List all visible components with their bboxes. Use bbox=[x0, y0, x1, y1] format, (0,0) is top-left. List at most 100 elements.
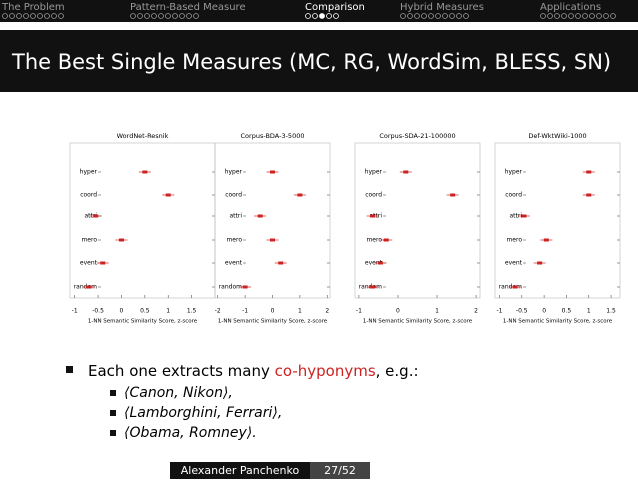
x-axis-label: 1-NN Semantic Similarity Score, z-score bbox=[363, 319, 473, 325]
category-label: hyper bbox=[365, 169, 383, 176]
x-tick-label: 0 bbox=[271, 308, 275, 315]
footer-author-box bbox=[170, 462, 310, 479]
median-box bbox=[118, 238, 124, 242]
panel-title: WordNet-Resnik bbox=[117, 132, 169, 140]
nav-dot bbox=[9, 13, 15, 19]
x-tick-label: 2 bbox=[474, 308, 478, 315]
x-tick-label: -2 bbox=[215, 308, 221, 315]
median-box bbox=[537, 261, 543, 265]
nav-dot bbox=[165, 13, 171, 19]
x-tick-label: 1 bbox=[587, 308, 591, 315]
category-label: mero bbox=[226, 237, 242, 244]
median-box bbox=[512, 285, 518, 289]
nav-dot bbox=[179, 13, 185, 19]
nav-dot bbox=[463, 13, 469, 19]
median-box bbox=[278, 261, 284, 265]
panel-frame bbox=[69, 142, 216, 299]
bullet-text: , e.g.: bbox=[376, 362, 419, 380]
x-tick-label: 0 bbox=[120, 308, 124, 315]
footer-page: 27/52 bbox=[324, 464, 356, 477]
median-box bbox=[370, 285, 376, 289]
category-label: coord bbox=[80, 192, 97, 199]
median-box bbox=[257, 214, 263, 218]
category-label: mero bbox=[81, 237, 97, 244]
nav-dot bbox=[435, 13, 441, 19]
nav-section: Comparison bbox=[305, 2, 365, 13]
panel-title: Corpus-BDA-3-5000 bbox=[241, 132, 305, 140]
median-box bbox=[370, 214, 376, 218]
example: ⟨Lamborghini, Ferrari⟩, bbox=[124, 405, 282, 421]
category-label: event bbox=[505, 260, 523, 267]
category-label: random bbox=[219, 284, 242, 291]
nav-dot bbox=[589, 13, 595, 19]
median-box bbox=[403, 170, 409, 174]
median-box bbox=[100, 261, 106, 265]
nav-dot bbox=[151, 13, 157, 19]
category-label: hyper bbox=[80, 169, 98, 176]
nav-dot bbox=[193, 13, 199, 19]
x-tick-label: 1.5 bbox=[187, 308, 197, 315]
x-tick-label: 2 bbox=[325, 308, 329, 315]
category-label: event bbox=[225, 260, 243, 267]
sub-bullet-marker bbox=[110, 390, 116, 396]
nav-dot bbox=[58, 13, 64, 19]
title-bar bbox=[0, 30, 638, 92]
x-tick-label: -1 bbox=[72, 308, 78, 315]
nav-dot bbox=[603, 13, 609, 19]
nav-dot bbox=[2, 13, 8, 19]
median-box bbox=[270, 170, 275, 174]
nav-dot bbox=[554, 13, 560, 19]
footer-author: Alexander Panchenko bbox=[181, 464, 300, 477]
x-tick-label: 0 bbox=[542, 308, 546, 315]
median-box bbox=[383, 238, 389, 242]
median-box bbox=[521, 214, 527, 218]
bullet: Each one extracts many co-hyponyms, e.g.… bbox=[88, 362, 419, 380]
nav-section: The Problem bbox=[1, 2, 65, 13]
nav-section: Hybrid Measures bbox=[400, 2, 484, 13]
nav-dot bbox=[130, 13, 136, 19]
x-tick-label: -0.5 bbox=[92, 308, 104, 315]
median-box bbox=[586, 193, 592, 197]
median-box bbox=[450, 193, 456, 197]
category-label: hyper bbox=[225, 169, 243, 176]
median-box bbox=[242, 285, 248, 289]
nav-dot bbox=[540, 13, 546, 19]
x-axis-label: 1-NN Semantic Similarity Score, z-score bbox=[88, 319, 198, 325]
category-label: mero bbox=[366, 237, 382, 244]
category-label: coord bbox=[225, 192, 242, 199]
category-label: hyper bbox=[505, 169, 523, 176]
nav-dot bbox=[51, 13, 57, 19]
nav-section: Pattern-Based Measure bbox=[130, 2, 246, 13]
median-box bbox=[142, 170, 148, 174]
nav-dot bbox=[144, 13, 150, 19]
nav-dot bbox=[333, 13, 339, 19]
nav-dot bbox=[442, 13, 448, 19]
footer-page-box bbox=[310, 462, 370, 479]
sub-bullet-marker bbox=[110, 410, 116, 416]
median-box bbox=[377, 261, 383, 265]
nav-dot bbox=[449, 13, 455, 19]
nav-dot bbox=[414, 13, 420, 19]
panel-frame bbox=[354, 142, 481, 299]
nav-dot bbox=[23, 13, 29, 19]
x-tick-label: -0.5 bbox=[516, 308, 528, 315]
nav-dot bbox=[312, 13, 318, 19]
category-label: coord bbox=[505, 192, 522, 199]
median-box bbox=[86, 285, 92, 289]
category-label: mero bbox=[506, 237, 522, 244]
nav-dot bbox=[610, 13, 616, 19]
nav-dot bbox=[186, 13, 192, 19]
nav-dot bbox=[561, 13, 567, 19]
nav-dot bbox=[326, 13, 332, 19]
nav-dot bbox=[456, 13, 462, 19]
sub-bullet-marker bbox=[110, 430, 116, 436]
x-axis-label: 1-NN Semantic Similarity Score, z-score bbox=[218, 319, 328, 325]
nav-dot bbox=[16, 13, 22, 19]
nav-dot bbox=[44, 13, 50, 19]
bullet-highlight: co-hyponyms bbox=[275, 362, 376, 380]
nav-dot bbox=[575, 13, 581, 19]
x-tick-label: -1 bbox=[356, 308, 362, 315]
example: ⟨Canon, Nikon⟩, bbox=[124, 385, 233, 401]
nav-dot bbox=[421, 13, 427, 19]
x-tick-label: 1 bbox=[166, 308, 170, 315]
